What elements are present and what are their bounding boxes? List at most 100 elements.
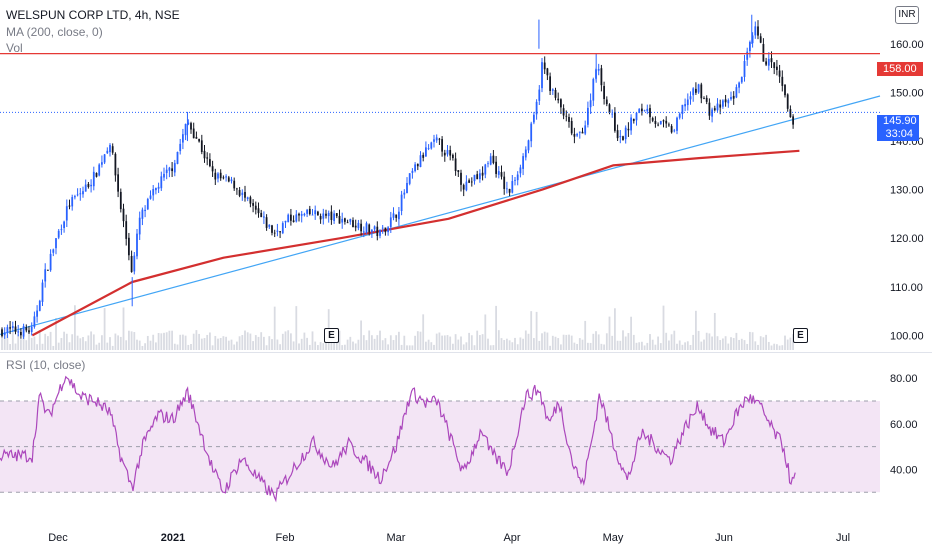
candle-body [68, 205, 71, 207]
volume-bar [767, 341, 770, 350]
candle-body [236, 188, 238, 190]
volume-bar [646, 342, 649, 350]
candle-body [117, 174, 119, 192]
time-tick-label: Mar [387, 532, 406, 544]
candle-body [298, 213, 300, 216]
volume-bar [535, 311, 538, 350]
candle-body [722, 100, 724, 107]
candle-body [789, 109, 792, 118]
candle-body [770, 58, 773, 63]
candle-body [176, 151, 179, 164]
candle-body [109, 144, 111, 153]
volume-bar [125, 340, 128, 350]
volume-bar [703, 339, 705, 350]
last-price-tag: 145.90 33:04 [877, 115, 919, 141]
candle-body [225, 176, 227, 178]
axes: 100.00110.00120.00130.00140.00150.00160.… [48, 39, 923, 544]
candle-body [425, 147, 427, 157]
candle-body [33, 316, 36, 327]
candle-body [103, 154, 106, 163]
volume-bar [244, 330, 246, 350]
volume-bar [511, 342, 514, 350]
volume-bar [76, 335, 79, 350]
time-tick-label: May [603, 532, 624, 544]
volume-bar [227, 340, 230, 350]
candle-body [414, 164, 416, 172]
volume-bar [179, 334, 182, 350]
volume-bar [187, 344, 190, 350]
volume-bar [373, 338, 376, 350]
candle-body [638, 109, 641, 113]
candle-body [376, 226, 379, 236]
volume-bar [738, 339, 740, 350]
volume-bar [192, 333, 195, 350]
resistance-line [0, 52, 880, 113]
candle-body [133, 255, 136, 272]
volume-bar [724, 336, 727, 350]
volume-bar [597, 334, 600, 350]
candle-body [786, 94, 789, 109]
candle-body [546, 68, 549, 76]
candle-body [168, 167, 171, 171]
earnings-marker-feb[interactable]: E [324, 328, 339, 343]
candle-body [130, 256, 133, 273]
candle-body [557, 98, 560, 101]
volume-bar [743, 340, 746, 350]
candle-body [560, 99, 562, 108]
candle-body [119, 191, 122, 210]
volume-bar [452, 343, 454, 350]
candle-body [749, 42, 751, 52]
time-tick-label: Dec [48, 532, 68, 544]
candle-body [392, 213, 395, 218]
candle-body [765, 61, 767, 65]
candle-body [84, 184, 87, 192]
volume-bar [681, 344, 684, 350]
volume-bar [41, 343, 44, 350]
candle-body [651, 118, 654, 121]
candle-body [6, 327, 9, 334]
volume-bar [570, 335, 573, 350]
candle-body [341, 218, 344, 223]
volume-bar [319, 342, 322, 350]
volume-bar [665, 332, 668, 350]
rsi-tick-label: 80.00 [890, 373, 918, 385]
volume-bar [492, 345, 495, 350]
time-tick-label: Feb [276, 532, 295, 544]
candle-body [335, 213, 338, 217]
candle-body [468, 180, 470, 183]
volume-bar [398, 331, 400, 350]
candle-body [778, 70, 781, 77]
volume-bar [697, 330, 700, 350]
volume-bar [543, 331, 546, 350]
volume-bar [198, 333, 200, 350]
candle-body [781, 76, 784, 86]
volume-bar [317, 345, 319, 350]
volume-bar [371, 335, 373, 350]
candle-body [260, 212, 263, 218]
volume-bar [117, 335, 119, 350]
earnings-marker-jun[interactable]: E [793, 328, 808, 343]
candle-body [125, 221, 128, 239]
volume-bar [376, 335, 379, 350]
volume-bar [279, 344, 281, 350]
candle-body [406, 182, 408, 194]
volume-bar [692, 334, 695, 350]
candle-body [570, 121, 573, 134]
volume-bar [392, 340, 395, 350]
candle-body [659, 121, 662, 125]
candle-body [627, 128, 630, 131]
candle-body [265, 217, 268, 228]
candle-body [217, 173, 219, 179]
volume-bar [17, 334, 20, 350]
volume-bar [506, 338, 508, 350]
volume-bar [344, 344, 346, 350]
volume-bar [379, 330, 381, 350]
volume-bar [268, 336, 271, 350]
candle-body [605, 99, 608, 105]
volume-bar [387, 344, 389, 350]
candle-body [622, 136, 624, 141]
currency-badge[interactable]: INR [895, 6, 919, 24]
candle-body [646, 108, 649, 112]
volume-legend: Vol [6, 41, 23, 55]
